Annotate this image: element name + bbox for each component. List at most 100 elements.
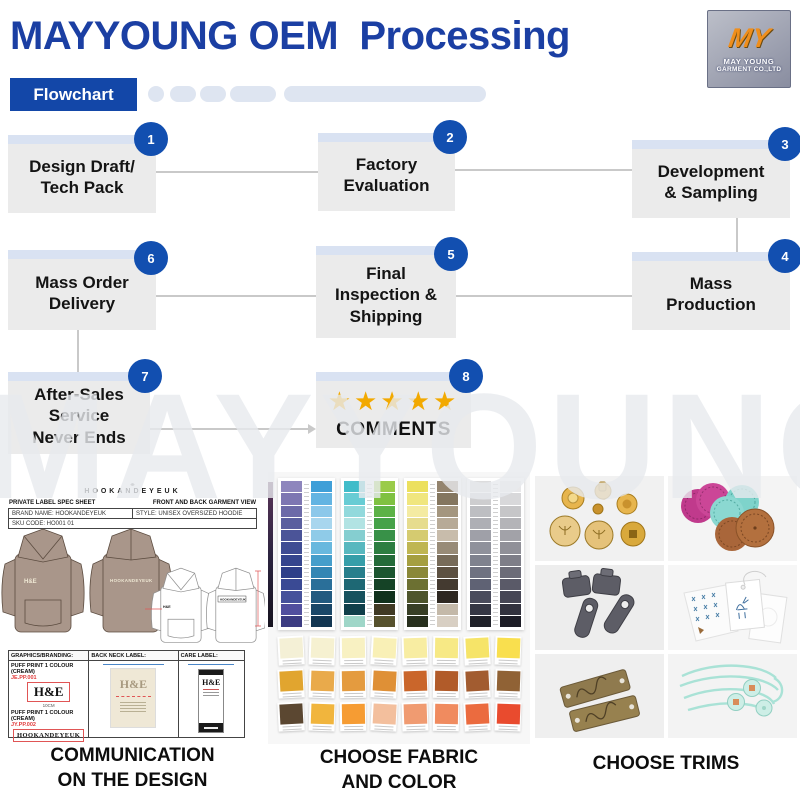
color-chip xyxy=(494,635,521,666)
swatch-strip xyxy=(437,481,458,627)
color-chip xyxy=(462,635,491,666)
logo-monogram-icon: MY xyxy=(726,23,772,53)
spec-sheet-titles: PRIVATE LABEL SPEC SHEET FRONT AND BACK … xyxy=(0,500,265,506)
dimension-line xyxy=(102,664,165,665)
caption-choose-trims: CHOOSE TRIMS xyxy=(592,753,740,774)
swatch-cell xyxy=(344,566,365,578)
chip-micro-text xyxy=(341,692,364,697)
chip-color-block xyxy=(495,670,520,691)
swatch-cell xyxy=(311,517,332,529)
step-number-badge: 8 xyxy=(449,359,483,393)
swatch-cell xyxy=(437,481,458,493)
color-chip xyxy=(494,701,521,732)
flowchart-tab[interactable]: Flowchart xyxy=(10,78,137,111)
leather-patches-photo xyxy=(668,476,797,561)
swatch-cell xyxy=(500,591,521,603)
color-chip xyxy=(462,668,491,699)
fold-line xyxy=(115,696,152,697)
swatch-cell xyxy=(374,554,395,566)
color-chip xyxy=(276,668,305,699)
care-label-column: CARE LABEL: H&E xyxy=(177,651,244,737)
front-chest-mark: H&E xyxy=(24,579,37,585)
swatch-cell xyxy=(470,517,491,529)
swatch-cell xyxy=(500,542,521,554)
chip-color-block xyxy=(278,669,303,692)
step-label: Final Inspection & Shipping xyxy=(334,264,437,326)
chip-micro-text xyxy=(465,691,488,697)
swatch-label-column xyxy=(493,481,498,627)
chip-micro-text xyxy=(496,659,519,664)
color-chip xyxy=(462,701,491,732)
chip-micro-text xyxy=(465,658,488,664)
chip-micro-text xyxy=(279,691,302,697)
step-number-badge: 2 xyxy=(433,120,467,154)
swatch-cell xyxy=(470,481,491,493)
logo-company-name: MAY YOUNG xyxy=(723,57,775,66)
caption-communication-design: COMMUNICATION ON THE DESIGN xyxy=(50,745,215,791)
swatch-cell xyxy=(281,554,302,566)
swatch-cell xyxy=(407,505,428,517)
swatch-cell xyxy=(344,554,365,566)
print-artwork: H&E xyxy=(26,682,71,702)
swatch-cell xyxy=(281,579,302,591)
swatch-cell xyxy=(281,566,302,578)
swatch-cell xyxy=(437,530,458,542)
color-chip xyxy=(369,668,398,699)
tech-pack-image: HOOKANDEYEUK PRIVATE LABEL SPEC SHEET FR… xyxy=(0,470,265,742)
swatch-cell xyxy=(311,603,332,615)
string-seal-tags-photo xyxy=(668,654,797,738)
spec-row: SKU CODE: HO001 01 xyxy=(9,519,256,528)
flow-step-final-inspection: 5 Final Inspection & Shipping xyxy=(316,237,468,338)
color-chip xyxy=(401,635,428,666)
swatch-cell xyxy=(437,542,458,554)
swatch-cell xyxy=(344,542,365,554)
label-black-band xyxy=(199,670,224,675)
swatch-cell xyxy=(374,517,395,529)
swatch-cell xyxy=(437,566,458,578)
swatch-cell xyxy=(374,566,395,578)
chip-color-block xyxy=(402,670,427,691)
chip-color-block xyxy=(309,637,334,658)
swatch-cell xyxy=(500,517,521,529)
swatch-strip xyxy=(470,481,491,627)
swatch-strip xyxy=(374,481,395,627)
dimension-line xyxy=(188,664,235,665)
small-back-mark: HOOKANDEYEUK xyxy=(220,598,247,602)
comments-content: ★★★★★ COMMENTS xyxy=(328,380,460,441)
caption-choose-fabric: CHOOSE FABRIC AND COLOR xyxy=(319,747,479,793)
swatch-cell xyxy=(407,566,428,578)
metal-labels-photo xyxy=(535,654,664,738)
chip-color-block xyxy=(278,702,303,725)
step-label: Mass Production xyxy=(666,273,756,314)
swatch-cell xyxy=(407,554,428,566)
label-mark: H&E xyxy=(202,678,221,687)
step-number-badge: 1 xyxy=(134,122,168,156)
swatch-cell xyxy=(470,530,491,542)
swatch-strip-cards xyxy=(278,478,524,630)
back-neck-label-column: BACK NECK LABEL: H&E xyxy=(88,651,178,737)
decorative-pill xyxy=(170,86,196,102)
swatch-cell xyxy=(281,542,302,554)
flow-step-factory-evaluation: 2 Factory Evaluation xyxy=(318,120,467,211)
swatch-cell xyxy=(500,493,521,505)
branding-labels-table: GRAPHICS/BRANDING: PUFF PRINT 1 COLOUR (… xyxy=(8,650,245,742)
chip-micro-text xyxy=(371,658,394,664)
chip-micro-text xyxy=(341,725,364,730)
swatch-cell xyxy=(500,603,521,615)
swatch-cell xyxy=(311,615,332,627)
color-chip xyxy=(339,701,366,732)
swatch-cell xyxy=(374,481,395,493)
chip-micro-text xyxy=(434,725,457,730)
chip-color-block xyxy=(371,669,396,692)
swatch-cell xyxy=(374,603,395,615)
trims-photo-grid xyxy=(535,476,797,738)
chip-micro-text xyxy=(434,659,457,664)
chip-color-block xyxy=(340,637,365,658)
swatch-cell xyxy=(344,493,365,505)
swatch-cell xyxy=(407,481,428,493)
swatch-cell xyxy=(407,591,428,603)
swatch-cell xyxy=(374,615,395,627)
spec-title-right: FRONT AND BACK GARMENT VIEW xyxy=(152,500,256,506)
chip-micro-text xyxy=(403,725,426,730)
swatch-cell xyxy=(281,530,302,542)
